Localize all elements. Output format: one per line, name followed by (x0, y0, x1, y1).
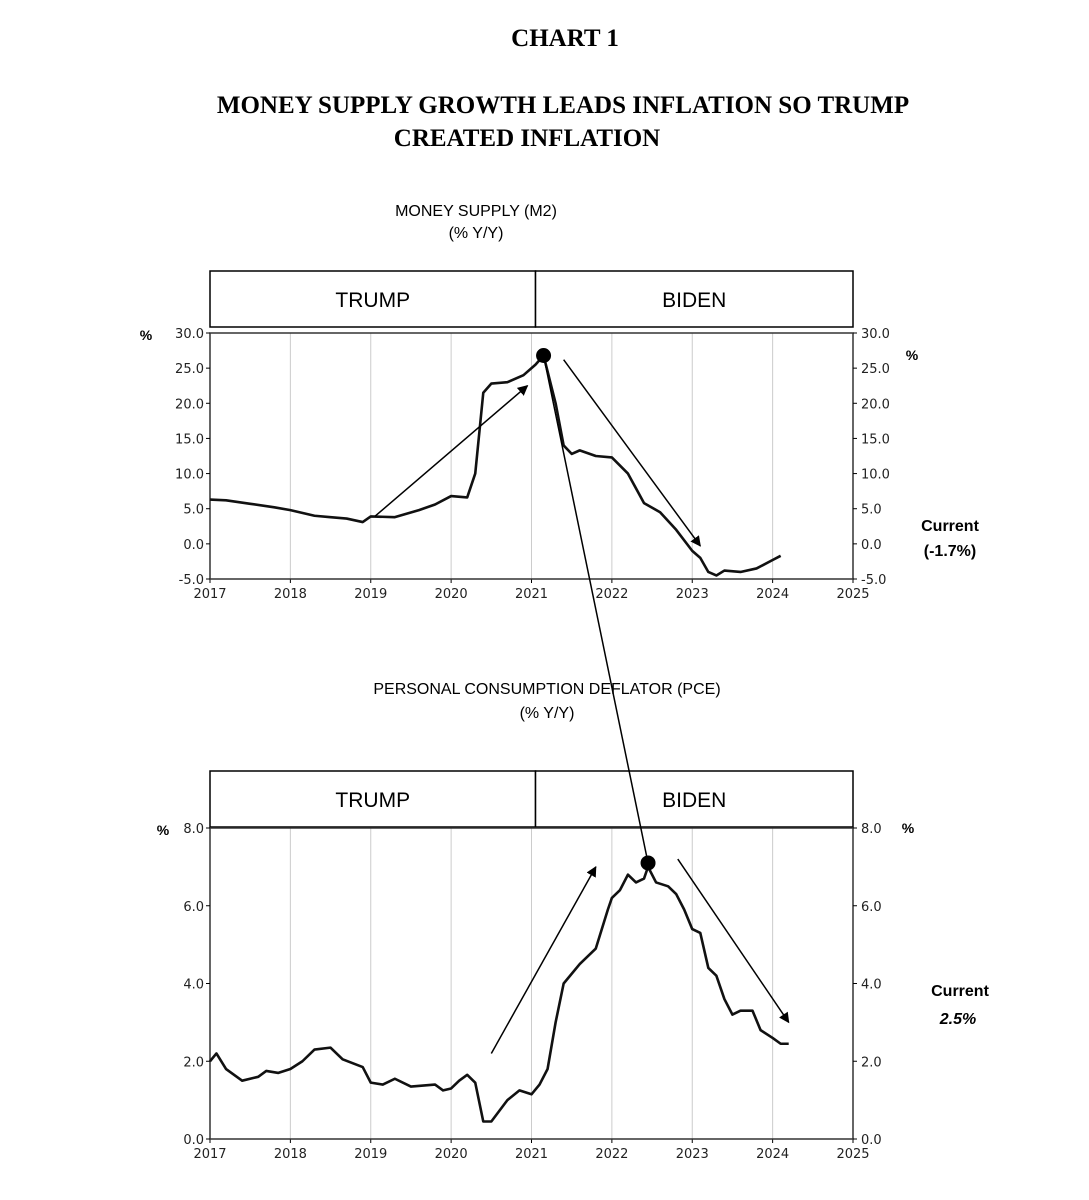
y-unit-left: % (140, 327, 153, 343)
y-tick-label-right: 0.0 (861, 1133, 882, 1148)
current-label: Current (921, 518, 979, 535)
y-tick-label: 0.0 (183, 1133, 204, 1148)
series-line (208, 865, 789, 1123)
x-tick-label: 2017 (193, 1147, 226, 1162)
y-tick-label: 25.0 (175, 362, 204, 377)
pce-chart: PERSONAL CONSUMPTION DEFLATOR (PCE) (% Y/… (157, 681, 990, 1162)
y-tick-label: 15.0 (175, 432, 204, 447)
trend-arrow (490, 865, 597, 1054)
y-tick-label-right: 8.0 (861, 822, 882, 837)
trend-arrow (677, 858, 790, 1024)
band-box-biden (534, 770, 854, 828)
chart-title: MONEY SUPPLY (M2) (395, 203, 557, 220)
y-tick-label-right: 0.0 (861, 538, 882, 553)
y-tick-label-right: 25.0 (861, 362, 890, 377)
m2-chart: MONEY SUPPLY (M2) (% Y/Y) TRUMP BIDEN 2017 20… (140, 203, 980, 602)
y-tick-label: 10.0 (175, 468, 204, 483)
main-title-line2: CREATED INFLATION (394, 125, 660, 152)
y-tick-label: 20.0 (175, 397, 204, 412)
band-label-trump: TRUMP (335, 789, 410, 812)
x-tick-label: 2018 (274, 587, 307, 602)
y-tick-label: 4.0 (183, 978, 204, 993)
y-tick-label-right: 30.0 (861, 327, 890, 342)
y-unit-right: % (902, 820, 915, 836)
main-title-line1: MONEY SUPPLY GROWTH LEADS INFLATION SO T… (217, 92, 909, 119)
y-tick-label: 8.0 (183, 822, 204, 837)
plot-frame (209, 332, 854, 580)
band-box-trump (209, 770, 537, 828)
current-value: 2.5% (939, 1011, 976, 1028)
connector (542, 355, 649, 864)
x-tick-label: 2017 (193, 587, 226, 602)
y-tick-label-right: 6.0 (861, 900, 882, 915)
y-tick-label: 30.0 (175, 327, 204, 342)
x-tick-label: 2024 (756, 587, 789, 602)
y-unit-left: % (157, 822, 170, 838)
x-tick-label: 2023 (676, 1147, 709, 1162)
band-label-biden: BIDEN (662, 289, 726, 312)
y-tick-label-right: -5.0 (861, 573, 886, 588)
chart-subtitle: (% Y/Y) (449, 225, 504, 242)
chart-subtitle: (% Y/Y) (520, 705, 575, 722)
band-label-trump: TRUMP (335, 289, 410, 312)
y-tick-label-right: 10.0 (861, 468, 890, 483)
x-tick-label: 2025 (836, 587, 869, 602)
y-tick-label-right: 5.0 (861, 503, 882, 518)
y-tick-label: 5.0 (183, 503, 204, 518)
y-tick-label-right: 15.0 (861, 432, 890, 447)
x-tick-label: 2025 (836, 1147, 869, 1162)
y-tick-label: 6.0 (183, 900, 204, 915)
x-tick-label: 2020 (435, 1147, 468, 1162)
current-value: (-1.7%) (924, 543, 976, 560)
x-tick-label: 2022 (595, 587, 628, 602)
chart-title: PERSONAL CONSUMPTION DEFLATOR (PCE) (373, 681, 720, 698)
band-box-biden (534, 270, 854, 328)
chart-number: CHART 1 (511, 25, 619, 52)
y-tick-label-right: 2.0 (861, 1055, 882, 1070)
x-tick-label: 2021 (515, 1147, 548, 1162)
y-tick-label: -5.0 (179, 573, 204, 588)
x-tick-label: 2024 (756, 1147, 789, 1162)
y-tick-label-right: 4.0 (861, 978, 882, 993)
trend-arrow (374, 385, 529, 518)
y-unit-right: % (906, 347, 919, 363)
series-line (209, 354, 782, 577)
x-tick-label: 2020 (435, 587, 468, 602)
current-label: Current (931, 983, 989, 1000)
x-tick-label: 2019 (354, 1147, 387, 1162)
peak-connector-line (542, 355, 649, 864)
x-tick-label: 2022 (595, 1147, 628, 1162)
band-box-trump (209, 270, 537, 328)
trend-arrow (563, 359, 701, 547)
x-tick-label: 2023 (676, 587, 709, 602)
x-tick-label: 2019 (354, 587, 387, 602)
y-tick-label: 0.0 (183, 538, 204, 553)
x-tick-label: 2018 (274, 1147, 307, 1162)
band-label-biden: BIDEN (662, 789, 726, 812)
x-tick-label: 2021 (515, 587, 548, 602)
y-tick-label: 2.0 (183, 1055, 204, 1070)
y-tick-label-right: 20.0 (861, 397, 890, 412)
